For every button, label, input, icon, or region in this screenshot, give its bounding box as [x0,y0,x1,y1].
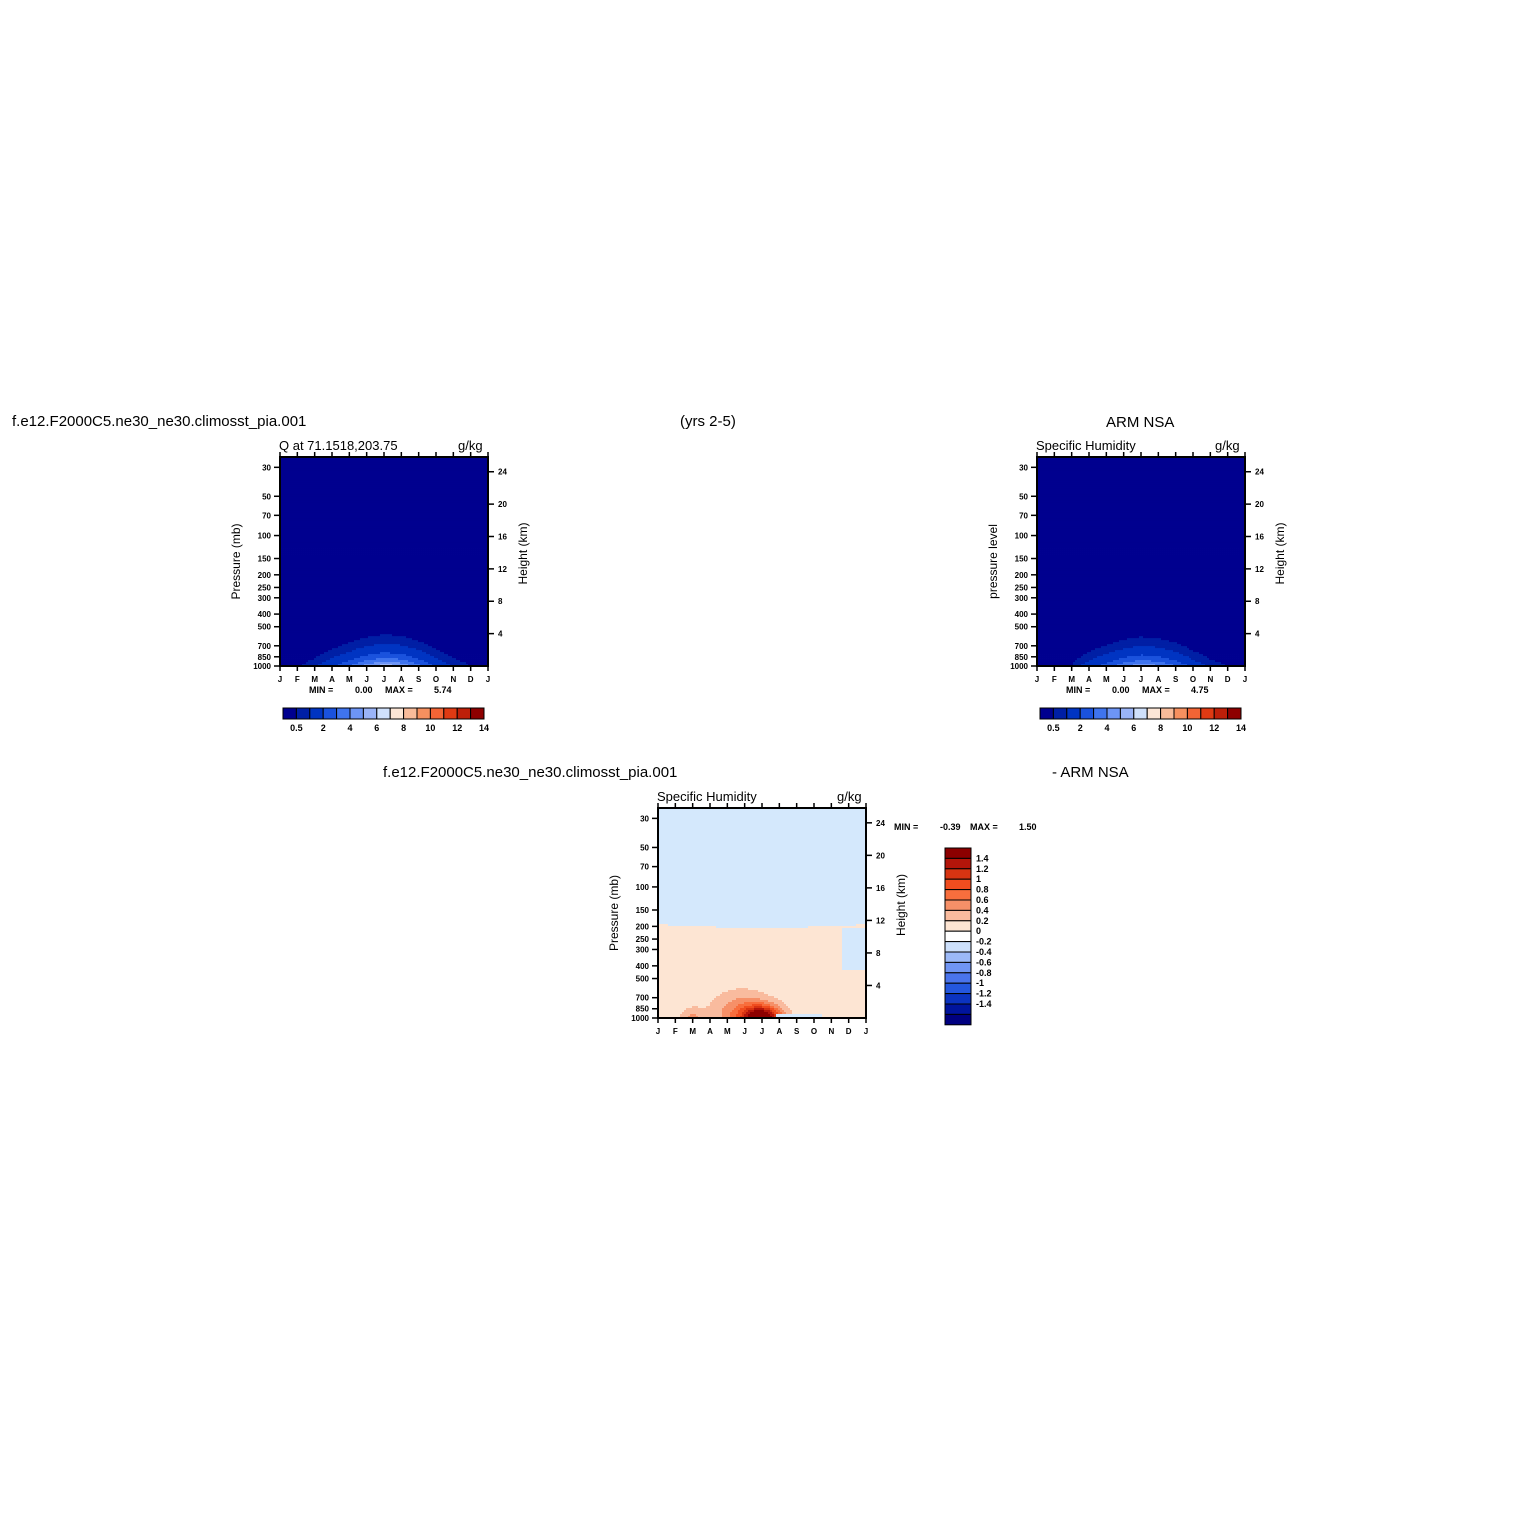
panel1-field [280,457,488,666]
